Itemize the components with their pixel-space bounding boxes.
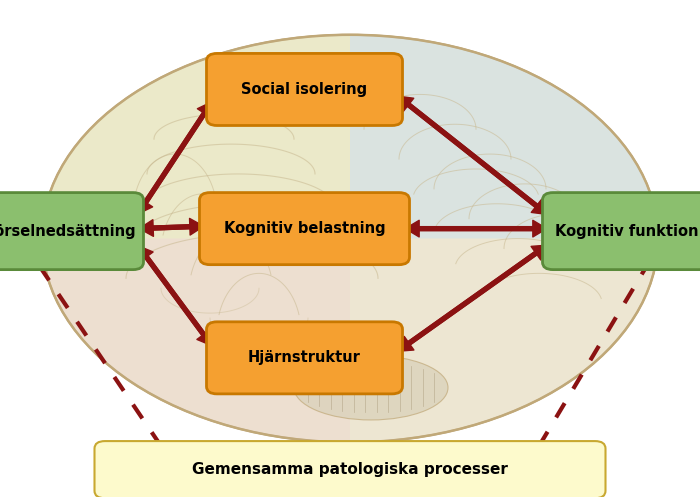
FancyArrowPatch shape <box>138 101 214 214</box>
Polygon shape <box>350 35 658 239</box>
FancyArrowPatch shape <box>139 220 204 237</box>
FancyBboxPatch shape <box>199 192 410 264</box>
Text: Gemensamma patologiska processer: Gemensamma patologiska processer <box>192 462 508 477</box>
Polygon shape <box>42 35 350 239</box>
FancyArrowPatch shape <box>405 220 547 237</box>
FancyArrowPatch shape <box>398 96 549 216</box>
FancyArrowPatch shape <box>397 245 547 353</box>
Ellipse shape <box>294 355 448 420</box>
FancyBboxPatch shape <box>206 53 402 125</box>
Text: Social isolering: Social isolering <box>241 82 368 97</box>
Text: Hjärnstruktur: Hjärnstruktur <box>248 350 361 365</box>
FancyBboxPatch shape <box>94 441 606 497</box>
FancyBboxPatch shape <box>206 322 402 394</box>
FancyBboxPatch shape <box>0 192 144 269</box>
FancyArrowPatch shape <box>405 220 547 237</box>
FancyArrowPatch shape <box>136 245 212 346</box>
Ellipse shape <box>42 35 658 442</box>
Text: Hörselnedsättning: Hörselnedsättning <box>0 224 136 239</box>
FancyArrowPatch shape <box>396 94 547 215</box>
FancyArrowPatch shape <box>398 244 548 351</box>
Text: Kognitiv belastning: Kognitiv belastning <box>224 221 385 236</box>
Text: Kognitiv funktion: Kognitiv funktion <box>554 224 699 239</box>
FancyArrowPatch shape <box>138 246 214 347</box>
FancyBboxPatch shape <box>542 192 700 269</box>
FancyArrowPatch shape <box>139 218 204 235</box>
FancyArrowPatch shape <box>136 102 212 215</box>
Polygon shape <box>42 239 350 442</box>
Polygon shape <box>350 239 658 442</box>
